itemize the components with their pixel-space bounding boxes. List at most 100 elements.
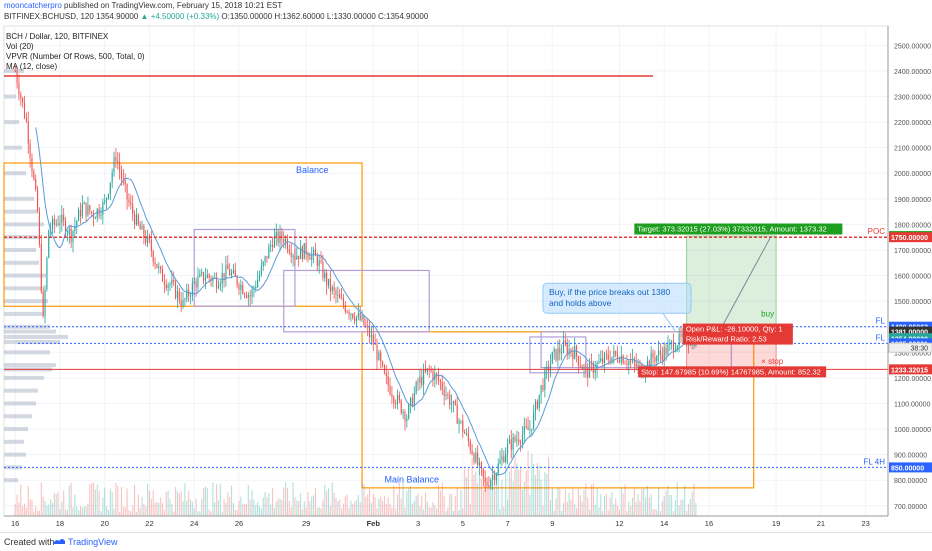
y-tick-label: 2100.00000 [894,146,931,153]
volume-bar [292,482,294,516]
volume-bar [232,502,234,516]
volume-bar [352,504,354,516]
candle-body [650,352,652,368]
candle-body [247,295,249,298]
legend-vol[interactable]: Vol (20) [6,42,34,51]
volume-bar [301,509,303,516]
candle-body [70,228,72,243]
volume-bar [689,498,691,516]
y-tick-label: 2300.00000 [894,95,931,102]
y-tick-label: 1300.00000 [894,350,931,357]
candle-body [620,355,622,363]
tradingview-link[interactable]: TradingView [68,537,118,547]
volume-bar [648,497,650,516]
candle-body [382,361,384,366]
candle-body [48,230,50,258]
volume-bar [96,484,98,516]
volume-bar [135,511,137,516]
volume-bar [40,482,42,516]
volume-bar [367,494,369,516]
candle-body [357,312,359,317]
candle-body [400,400,402,414]
volume-bar [258,506,261,516]
candle-body [156,264,158,268]
volume-bar [18,502,20,516]
callout-text: and holds above [549,298,612,308]
volume-bar [324,484,326,516]
tradingview-logo-icon[interactable] [52,535,66,549]
candle-body [635,362,637,367]
candle-body [430,368,432,372]
vpvr-row [4,363,56,368]
author-link[interactable]: mooncatcherpro [4,1,62,10]
volume-bar [395,508,397,516]
candle-body [464,432,466,434]
candle-body [611,356,613,363]
candle-body [603,353,606,364]
volume-bar [529,494,531,516]
volume-profile [4,68,68,483]
chart-canvas[interactable]: 2500.00000 2400.00000 2300.00000 2200.00000… [0,0,932,532]
candle-body [465,433,468,435]
volume-bar [439,490,441,516]
volume-bar [669,494,671,516]
volume-bar [307,491,309,516]
volume-bar [255,505,257,516]
candle-body [245,295,248,298]
candle-body [594,370,596,374]
candle-body [534,401,537,412]
volume-bar [348,508,350,516]
volume-bar [238,500,240,516]
candle-body [137,214,139,225]
volume-bar [561,510,563,516]
volume-bar [303,501,305,516]
time-axis[interactable]: 16 18 20 22 24 26 29 Feb 3 5 7 9 12 14 16 19 21 23 [4,515,888,528]
candle-body [561,352,563,354]
fl4h-label: FL 4H [864,457,886,466]
candle-body [232,269,234,273]
candle-body [419,376,421,383]
volume-bar [413,500,415,516]
candle-body [574,346,576,359]
candle-body [225,264,227,279]
volume-bar [421,495,423,516]
candle-body [492,474,494,480]
countdown-text: 38:30 [910,345,928,352]
candle-body [555,349,557,361]
ticker[interactable]: BITFINEX:BCHUSD, 120 [4,12,94,21]
legend-vpvr[interactable]: VPVR (Number Of Rows, 500, Total, 0) [6,52,145,61]
volume-bar [382,500,384,516]
x-tick-label: 22 [145,519,153,528]
volume-bar [119,511,121,516]
price-level-text: 1750.00000 [891,235,928,242]
volume-bar [64,509,67,516]
candle-body [337,294,339,296]
candle-body [208,274,210,278]
volume-bar [518,469,520,516]
y-tick-label: 800.00000 [894,478,927,485]
volume-bar [680,499,682,516]
candle-body [445,394,447,396]
candle-body [324,272,326,278]
candle-body [352,313,354,319]
volume-bar [452,510,455,516]
volume-bar [277,498,279,516]
legend-ma[interactable]: MA (12, close) [6,62,58,71]
volume-bar [173,511,175,516]
price-axis[interactable]: 2500.00000 2400.00000 2300.00000 2200.00000… [887,26,931,516]
candle-body [126,184,128,200]
candle-body [674,349,676,352]
volume-bar [326,490,328,516]
x-tick-label: Feb [367,519,381,528]
volume-bar [57,492,59,516]
stop-label: × stop [761,357,784,366]
candle-body [327,278,330,286]
candle-body [367,326,369,328]
countdown-tag [888,342,932,353]
candle-body [667,344,669,355]
candle-body [355,316,358,321]
volume-bar [417,494,419,516]
y-tick-label: 2000.00000 [894,171,931,178]
y-tick-label: 700.00000 [894,504,927,511]
candle-body [630,361,632,363]
